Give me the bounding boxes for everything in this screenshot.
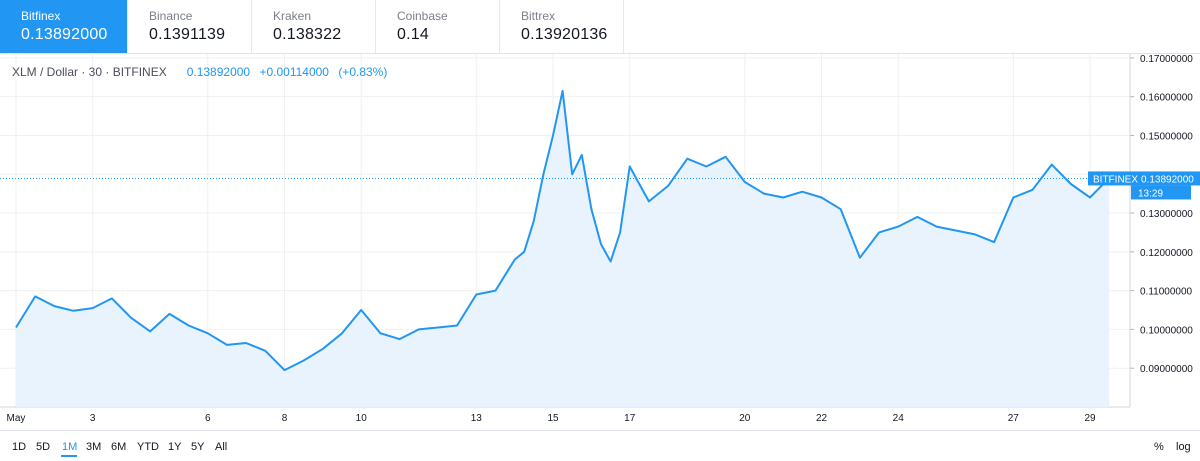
exchange-tab-bittrex[interactable]: Bittrex 0.13920136	[500, 0, 624, 53]
exchange-name: Binance	[149, 9, 193, 23]
price-change: +0.00114000	[259, 65, 329, 79]
x-tick-label: 10	[356, 413, 368, 424]
y-tick-label: 0.13000000	[1140, 209, 1193, 220]
log-scale-toggle[interactable]: log	[1176, 441, 1191, 453]
exchange-name: Coinbase	[397, 9, 448, 23]
timeframe-all[interactable]: All	[215, 441, 228, 453]
exchange-tab-bitfinex[interactable]: Bitfinex 0.13892000	[0, 0, 128, 53]
timeframe-1m[interactable]: 1M	[62, 441, 78, 453]
last-price: 0.13892000	[186, 65, 251, 79]
x-tick-label: 8	[282, 413, 288, 424]
x-tick-label: 13	[471, 413, 483, 424]
timeframe-1y[interactable]: 1Y	[168, 441, 182, 453]
percent-scale-toggle[interactable]: %	[1154, 441, 1164, 453]
timeframe-6m[interactable]: 6M	[111, 441, 127, 453]
y-tick-label: 0.11000000	[1140, 287, 1193, 298]
x-tick-label: 20	[739, 413, 751, 424]
timeframe-3m[interactable]: 3M	[86, 441, 102, 453]
exchange-price: 0.13920136	[521, 26, 608, 43]
exchange-tab-binance[interactable]: Binance 0.1391139	[128, 0, 252, 53]
timeframe-5d[interactable]: 5D	[36, 441, 51, 453]
exchange-price: 0.1391139	[149, 26, 226, 43]
timeframe-5y[interactable]: 5Y	[191, 441, 205, 453]
x-tick-label: 3	[90, 413, 96, 424]
last-price-tag: BITFINEX 0.13892000 13:29	[1088, 171, 1200, 200]
candle-countdown: 13:29	[1138, 188, 1163, 199]
y-tick-label: 0.16000000	[1140, 93, 1193, 104]
x-tick-label: May	[7, 413, 26, 424]
x-tick-label: 17	[624, 413, 636, 424]
chart-legend: XLM / Dollar · 30 · BITFINEX 0.13892000 …	[12, 65, 393, 79]
y-tick-label: 0.15000000	[1140, 131, 1193, 142]
exchange-tab-kraken[interactable]: Kraken 0.138322	[252, 0, 376, 53]
price-tag-value: 0.13892000	[1141, 174, 1194, 185]
price-area-fill	[16, 90, 1110, 408]
x-tick-label: 15	[547, 413, 559, 424]
chart-area[interactable]: 0.170000000.160000000.150000000.14000000…	[0, 54, 1200, 461]
price-tag-exchange: BITFINEX	[1093, 174, 1138, 185]
x-tick-label: 27	[1008, 413, 1020, 424]
x-tick-label: 29	[1084, 413, 1096, 424]
exchange-name: Kraken	[273, 9, 312, 23]
exchange-tabs: Bitfinex 0.13892000 Binance 0.1391139 Kraken…	[0, 0, 1200, 54]
x-tick-label: 24	[893, 413, 905, 424]
y-tick-label: 0.17000000	[1140, 54, 1193, 65]
timeframe-1d[interactable]: 1D	[12, 441, 27, 453]
y-tick-label: 0.12000000	[1140, 248, 1193, 259]
exchange-price: 0.138322	[273, 26, 342, 43]
x-tick-label: 6	[205, 413, 211, 424]
exchange-tab-coinbase[interactable]: Coinbase 0.14	[376, 0, 500, 53]
exchange-price: 0.14	[397, 26, 429, 43]
y-tick-label: 0.10000000	[1140, 325, 1193, 336]
price-change-percent: (+0.83%)	[338, 65, 388, 79]
timeframe-active-underline	[61, 455, 77, 457]
exchange-name: Bittrex	[521, 9, 556, 23]
price-line	[15, 89, 1110, 372]
exchange-name: Bitfinex	[21, 9, 61, 23]
timeframe-ytd[interactable]: YTD	[137, 441, 159, 453]
exchange-price: 0.13892000	[21, 26, 108, 43]
symbol-label: XLM / Dollar · 30 · BITFINEX	[12, 65, 167, 79]
price-tag-background	[1088, 171, 1200, 186]
x-tick-label: 22	[816, 413, 828, 424]
y-tick-label: 0.09000000	[1140, 364, 1193, 375]
price-chart[interactable]: 0.170000000.160000000.150000000.14000000…	[0, 54, 1200, 430]
countdown-background	[1131, 185, 1191, 200]
timeframe-bar: % log 1D 5D 1M 3M 6M YTD 1Y 5Y All	[0, 430, 1200, 461]
